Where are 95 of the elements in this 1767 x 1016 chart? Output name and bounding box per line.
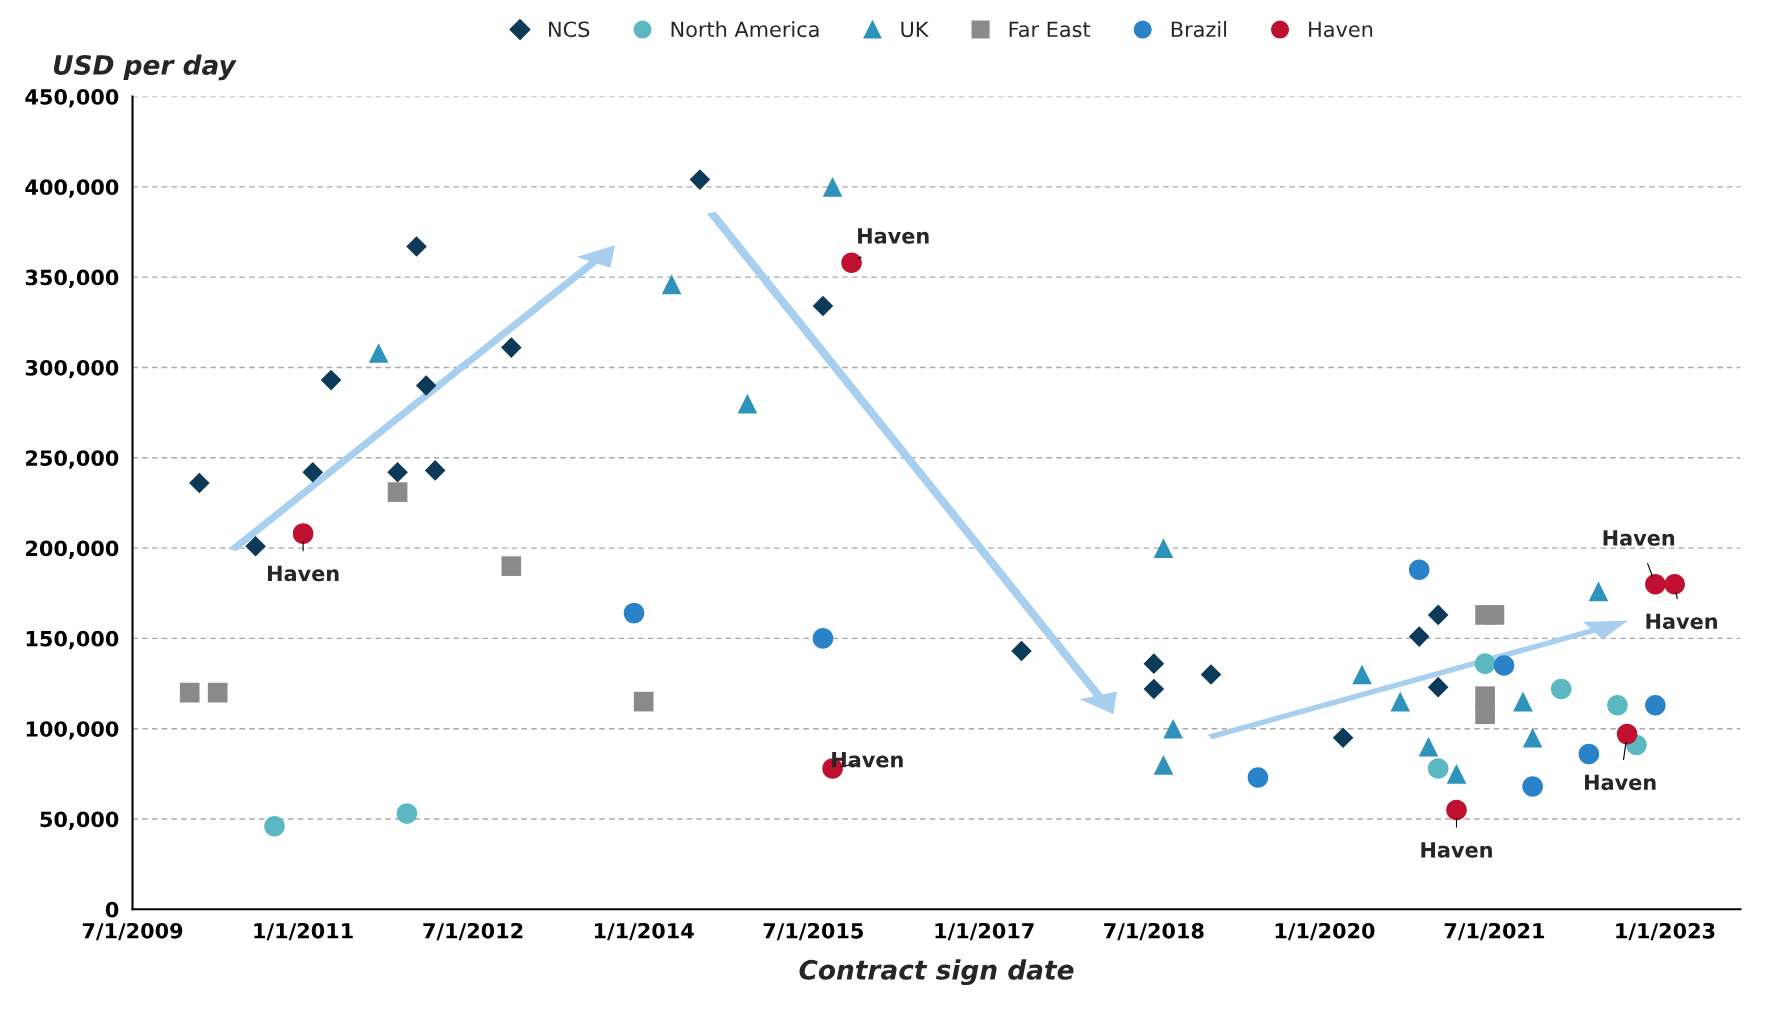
point	[1427, 758, 1449, 779]
point	[1163, 718, 1183, 739]
point	[1332, 727, 1354, 749]
x-tick-label: 1/1/2011	[254, 922, 353, 941]
point	[1408, 559, 1430, 581]
point	[1664, 573, 1685, 595]
point	[1427, 676, 1449, 698]
x-tick-label: 1/1/2017	[935, 922, 1034, 941]
y-tick-label: 50,000	[40, 811, 119, 830]
point	[1550, 678, 1572, 700]
point	[1153, 538, 1174, 558]
x-tick-label: 1/1/2023	[1616, 922, 1715, 941]
point	[179, 682, 200, 703]
point	[424, 460, 446, 481]
point	[189, 472, 210, 494]
y-tick-label: 250,000	[26, 450, 119, 469]
point	[245, 535, 266, 557]
x-tick-label: 7/1/2009	[82, 922, 183, 941]
point	[1408, 626, 1430, 647]
point	[1484, 605, 1505, 625]
point	[415, 375, 437, 396]
annotation: Haven	[832, 752, 903, 768]
y-tick-label: 350,000	[25, 269, 119, 289]
point	[1446, 764, 1467, 784]
y-tick-label: 150,000	[26, 630, 119, 650]
point	[1446, 799, 1467, 821]
point	[406, 236, 427, 257]
annotation: Haven	[1603, 530, 1675, 546]
point	[1513, 691, 1533, 712]
x-tick-label: 1/1/2014	[594, 922, 694, 941]
point	[1153, 755, 1174, 775]
point	[302, 461, 324, 483]
x-tick-label: 7/1/2018	[1104, 922, 1204, 941]
point	[812, 295, 834, 317]
legend-label: North America	[671, 21, 819, 38]
point	[1588, 581, 1609, 602]
point	[689, 169, 711, 190]
point	[1475, 704, 1495, 725]
point	[1427, 604, 1449, 626]
point	[661, 274, 682, 295]
point	[207, 682, 228, 703]
y-tick-label: 100,000	[26, 721, 119, 740]
x-tick-label: 7/1/2012	[423, 922, 523, 941]
point	[1493, 655, 1515, 676]
point	[1418, 736, 1439, 757]
point	[396, 803, 418, 824]
point	[1645, 573, 1666, 595]
annotation: Haven	[1646, 613, 1717, 630]
annotation: Haven	[1421, 842, 1492, 858]
point	[501, 556, 522, 576]
point	[737, 393, 758, 414]
legend-label: NCS	[549, 21, 590, 38]
legend-label: Far East	[1009, 21, 1091, 38]
point	[812, 628, 834, 649]
point	[387, 461, 408, 483]
x-tick-label: 1/1/2020	[1275, 922, 1375, 941]
point	[1616, 723, 1638, 745]
y-tick-label: 0	[105, 901, 119, 918]
x-axis-title: Contract sign date	[799, 959, 1074, 986]
point	[500, 337, 522, 358]
legend-label: Brazil	[1171, 21, 1226, 38]
legend-label: Haven	[1309, 21, 1373, 38]
y-tick-label: 450,000	[25, 88, 119, 108]
point	[1143, 678, 1165, 700]
point	[822, 177, 843, 197]
point	[1645, 694, 1666, 716]
y-axis-title: USD per day	[53, 54, 237, 81]
annotation: Haven	[858, 228, 929, 244]
point	[623, 602, 645, 624]
point	[1011, 640, 1032, 662]
point	[1607, 694, 1628, 716]
annotation: Haven	[1585, 774, 1656, 791]
y-tick-label: 300,000	[25, 359, 119, 379]
point	[1352, 664, 1372, 685]
point	[1390, 691, 1411, 712]
point	[1247, 767, 1269, 788]
point	[1474, 653, 1496, 674]
point	[1200, 664, 1222, 685]
point	[1578, 743, 1600, 765]
point	[1522, 776, 1543, 797]
point	[1522, 727, 1543, 748]
legend-label: UK	[901, 21, 929, 38]
point	[841, 252, 862, 273]
x-tick-label: 7/1/2015	[763, 922, 863, 941]
point	[633, 691, 654, 712]
point	[387, 482, 408, 502]
point	[292, 523, 314, 544]
x-tick-label: 7/1/2021	[1444, 922, 1545, 941]
point	[368, 343, 389, 363]
y-tick-label: 200,000	[26, 540, 119, 559]
point	[320, 369, 342, 391]
annotation: Haven	[268, 565, 339, 582]
point	[1143, 653, 1165, 674]
point	[264, 815, 285, 837]
y-tick-label: 400,000	[25, 179, 119, 198]
